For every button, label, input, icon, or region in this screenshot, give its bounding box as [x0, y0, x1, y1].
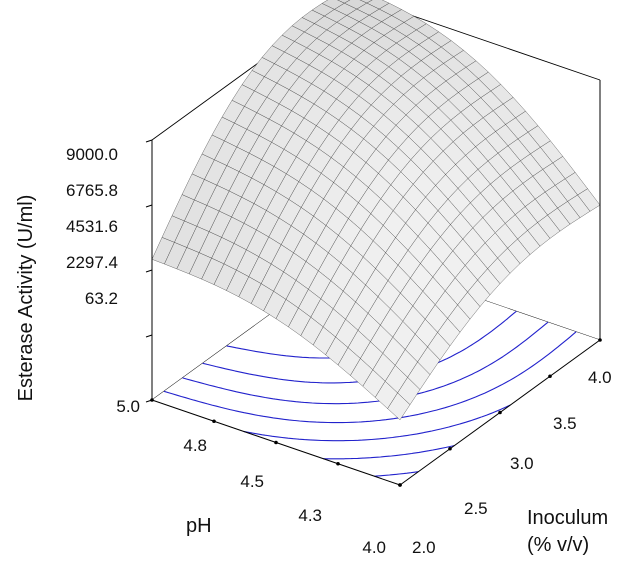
surface-cell: [359, 0, 373, 4]
inoculum-tick-label: 2.5: [464, 499, 488, 518]
z-tick-label: 9000.0: [66, 145, 118, 164]
inoculum-tick-label: 3.0: [510, 454, 534, 473]
contour-line: [323, 444, 455, 460]
ph-tick-mark: [336, 461, 340, 466]
tick-marks: [145, 139, 602, 487]
z-tick-mark: [145, 139, 153, 143]
z-tick-label: 6765.8: [66, 181, 118, 200]
z-tick-mark: [145, 334, 153, 338]
inoculum-tick-mark: [498, 410, 502, 415]
surface-cell: [387, 392, 411, 421]
ph-tick-mark: [150, 398, 154, 402]
inoculum-tick-label: 2.0: [412, 538, 436, 557]
ph-axis-title: pH: [186, 515, 212, 537]
z-tick-label: 2297.4: [66, 253, 118, 272]
ph-tick-label: 4.3: [298, 506, 322, 525]
ph-tick-mark: [274, 440, 278, 445]
inoculum-tick-label: 4.0: [588, 368, 612, 387]
z-tick-mark: [145, 269, 153, 273]
inoculum-tick-mark: [598, 338, 602, 342]
surface-cell: [337, 0, 351, 4]
inoculum-axis-title-line1: Inoculum: [527, 507, 608, 529]
ph-tick-mark: [398, 483, 402, 487]
z-axis-title: Esterase Activity (U/ml): [15, 195, 37, 402]
ph-tick-mark: [212, 419, 216, 424]
z-tick-label: 4531.6: [66, 217, 118, 236]
inoculum-tick-mark: [448, 446, 452, 451]
inoculum-axis-title-line2: (% v/v): [527, 534, 589, 556]
contour-line: [243, 404, 511, 442]
inoculum-tick-mark: [548, 374, 552, 379]
ph-tick-label: 4.5: [240, 472, 264, 491]
ph-tick-label: 4.0: [362, 538, 386, 557]
inoculum-tick-label: 3.5: [553, 414, 577, 433]
response-surface: [151, 0, 601, 421]
z-tick-mark: [145, 204, 153, 208]
ph-tick-label: 4.8: [183, 436, 207, 455]
z-tick-label: 63.2: [85, 289, 118, 308]
ph-tick-label: 5.0: [116, 397, 140, 416]
